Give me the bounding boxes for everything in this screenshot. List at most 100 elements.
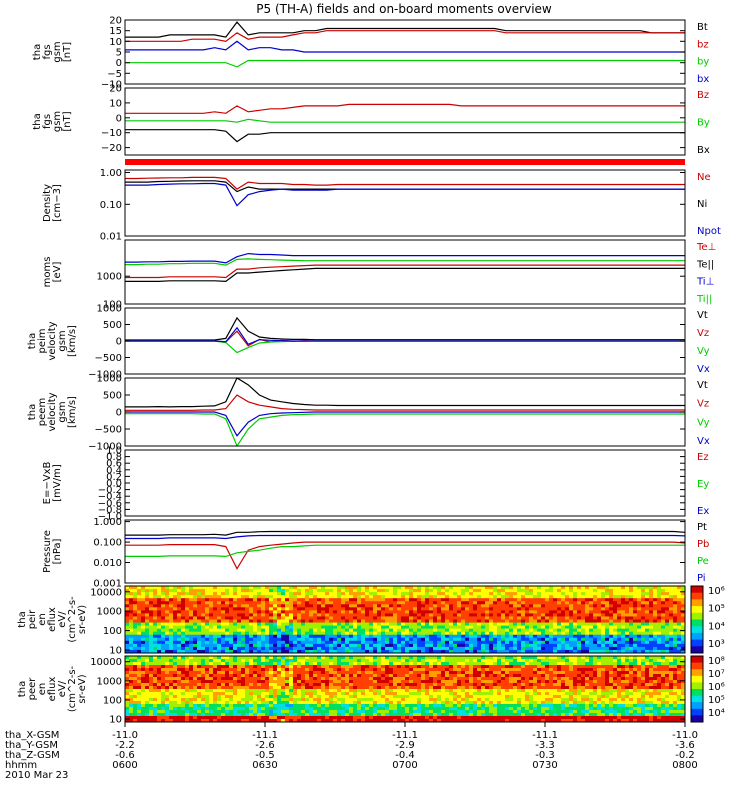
spectrogram-cell xyxy=(565,628,570,633)
spectrogram-cell xyxy=(365,586,370,590)
spectrogram-cell xyxy=(261,628,266,633)
spectrogram-cell xyxy=(469,619,474,624)
spectrogram-cell xyxy=(389,616,394,620)
spectrogram-cell xyxy=(437,613,442,617)
spectrogram-cell xyxy=(217,628,222,633)
spectrogram-cell xyxy=(253,662,258,666)
spectrogram-cell xyxy=(637,595,642,599)
spectrogram-cell xyxy=(381,589,386,593)
spectrogram-cell xyxy=(293,598,298,602)
spectrogram-cell xyxy=(673,625,678,630)
spectrogram-cell xyxy=(589,656,594,660)
spectrogram-cell xyxy=(301,640,306,645)
spectrogram-cell xyxy=(557,674,562,678)
spectrogram-cell xyxy=(545,631,550,636)
spectrogram-cell xyxy=(141,601,146,605)
spectrogram-cell xyxy=(537,680,542,684)
spectrogram-cell xyxy=(285,683,290,687)
spectrogram-cell xyxy=(641,607,646,611)
spectrogram-cell xyxy=(285,671,290,675)
spectrogram-cell xyxy=(641,671,646,675)
spectrogram-cell xyxy=(669,659,674,663)
spectrogram-cell xyxy=(393,595,398,599)
spectrogram-cell xyxy=(561,668,566,672)
spectrogram-cell xyxy=(633,656,638,660)
spectrogram-cell xyxy=(277,646,282,651)
spectrogram-cell xyxy=(169,610,174,614)
spectrogram-cell xyxy=(269,656,274,660)
spectrogram-cell xyxy=(145,662,150,666)
spectrogram-cell xyxy=(437,662,442,666)
spectrogram-cell xyxy=(465,601,470,605)
spectrogram-cell xyxy=(153,643,158,648)
spectrogram-cell xyxy=(477,598,482,602)
spectrogram-cell xyxy=(397,601,402,605)
spectrogram-cell xyxy=(177,613,182,617)
spectrogram-cell xyxy=(141,634,146,639)
spectrogram-cell xyxy=(241,640,246,645)
spectrogram-cell xyxy=(633,604,638,608)
spectrogram-cell xyxy=(489,677,494,681)
spectrogram-cell xyxy=(217,671,222,675)
spectrogram-cell xyxy=(553,671,558,675)
spectrogram-cell xyxy=(513,637,518,642)
spectrogram-cell xyxy=(657,631,662,636)
spectrogram-cell xyxy=(561,683,566,687)
spectrogram-cell xyxy=(553,595,558,599)
spectrogram-cell xyxy=(569,671,574,675)
spectrogram-cell xyxy=(541,595,546,599)
spectrogram-cell xyxy=(409,640,414,645)
spectrogram-cell xyxy=(505,631,510,636)
spectrogram-cell xyxy=(193,601,198,605)
spectrogram-cell xyxy=(149,625,154,630)
spectrogram-cell xyxy=(465,616,470,620)
spectrogram-cell xyxy=(433,677,438,681)
spectrogram-cell xyxy=(249,683,254,687)
spectrogram-cell xyxy=(273,616,278,620)
spectrogram-cell xyxy=(269,589,274,593)
spectrogram-cell xyxy=(333,668,338,672)
spectrogram-cell xyxy=(529,604,534,608)
spectrogram-cell xyxy=(637,656,642,660)
spectrogram-cell xyxy=(241,622,246,627)
spectrogram-cell xyxy=(217,601,222,605)
spectrogram-cell xyxy=(197,637,202,642)
spectrogram-cell xyxy=(353,637,358,642)
spectrogram-cell xyxy=(537,646,542,651)
spectrogram-cell xyxy=(649,677,654,681)
y-axis-label-line: gsm xyxy=(52,41,63,62)
spectrogram-cell xyxy=(501,607,506,611)
spectrogram-cell xyxy=(205,619,210,624)
spectrogram-cell xyxy=(333,637,338,642)
spectrogram-cell xyxy=(253,680,258,684)
spectrogram-cell xyxy=(401,677,406,681)
spectrogram-cell xyxy=(593,665,598,669)
spectrogram-cell xyxy=(569,637,574,642)
spectrogram-cell xyxy=(617,646,622,651)
spectrogram-cell xyxy=(265,689,270,693)
spectrogram-cell xyxy=(665,628,670,633)
spectrogram-cell xyxy=(205,607,210,611)
spectrogram-cell xyxy=(517,613,522,617)
spectrogram-cell xyxy=(589,619,594,624)
spectrogram-cell xyxy=(317,598,322,602)
spectrogram-cell xyxy=(389,589,394,593)
spectrogram-cell xyxy=(649,656,654,660)
spectrogram-cell xyxy=(649,683,654,687)
spectrogram-cell xyxy=(593,595,598,599)
spectrogram-cell xyxy=(265,601,270,605)
spectrogram-cell xyxy=(373,622,378,627)
spectrogram-cell xyxy=(309,640,314,645)
spectrogram-cell xyxy=(625,656,630,660)
spectrogram-cell xyxy=(477,595,482,599)
spectrogram-cell xyxy=(209,610,214,614)
spectrogram-cell xyxy=(493,625,498,630)
spectrogram-cell xyxy=(129,686,134,690)
spectrogram-cell xyxy=(405,589,410,593)
spectrogram-cell xyxy=(137,592,142,596)
spectrogram-cell xyxy=(221,656,226,660)
spectrogram-cell xyxy=(501,668,506,672)
spectrogram-cell xyxy=(617,631,622,636)
spectrogram-cell xyxy=(321,686,326,690)
spectrogram-cell xyxy=(533,613,538,617)
